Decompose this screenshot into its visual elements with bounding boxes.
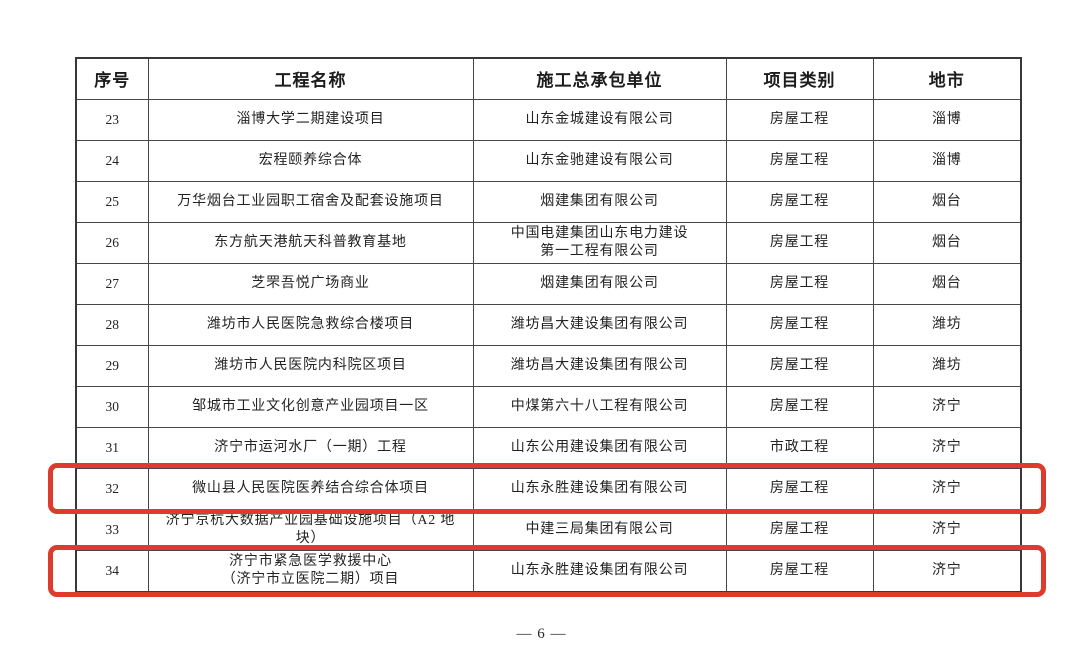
- cell-category: 市政工程: [725, 426, 874, 469]
- cell-project-name: 潍坊市人民医院内科院区项目: [147, 344, 474, 387]
- cell-serial-number: 26: [75, 221, 149, 264]
- header-project-name: 工程名称: [147, 57, 474, 100]
- cell-serial-number: 29: [75, 344, 149, 387]
- header-contractor: 施工总承包单位: [472, 57, 727, 100]
- cell-city: 烟台: [872, 180, 1022, 223]
- cell-category: 房屋工程: [725, 303, 874, 346]
- cell-category: 房屋工程: [725, 262, 874, 305]
- cell-category: 房屋工程: [725, 385, 874, 428]
- table-row: 31 济宁市运河水厂（一期）工程 山东公用建设集团有限公司 市政工程 济宁: [75, 426, 1022, 469]
- projects-table: 序号 工程名称 施工总承包单位 项目类别 地市 23 淄博大学二期建设项目 山东…: [75, 57, 1022, 593]
- cell-serial-number: 33: [75, 508, 149, 551]
- cell-project-name: 万华烟台工业园职工宿舍及配套设施项目: [147, 180, 474, 223]
- cell-project-name: 济宁京杭大数据产业园基础设施项目（A2 地块）: [147, 508, 474, 551]
- cell-category: 房屋工程: [725, 180, 874, 223]
- cell-city: 烟台: [872, 221, 1022, 264]
- table-row: 27 芝罘吾悦广场商业 烟建集团有限公司 房屋工程 烟台: [75, 262, 1022, 305]
- cell-project-name: 东方航天港航天科普教育基地: [147, 221, 474, 264]
- cell-contractor: 中建三局集团有限公司: [472, 508, 727, 551]
- cell-contractor: 山东公用建设集团有限公司: [472, 426, 727, 469]
- cell-contractor: 潍坊昌大建设集团有限公司: [472, 303, 727, 346]
- cell-city: 潍坊: [872, 344, 1022, 387]
- header-city: 地市: [872, 57, 1022, 100]
- cell-serial-number: 24: [75, 139, 149, 182]
- table-row: 23 淄博大学二期建设项目 山东金城建设有限公司 房屋工程 淄博: [75, 98, 1022, 141]
- cell-contractor: 潍坊昌大建设集团有限公司: [472, 344, 727, 387]
- cell-category: 房屋工程: [725, 467, 874, 510]
- cell-category: 房屋工程: [725, 139, 874, 182]
- cell-city: 济宁: [872, 426, 1022, 469]
- table-row: 29 潍坊市人民医院内科院区项目 潍坊昌大建设集团有限公司 房屋工程 潍坊: [75, 344, 1022, 387]
- cell-contractor: 山东永胜建设集团有限公司: [472, 467, 727, 510]
- cell-serial-number: 27: [75, 262, 149, 305]
- cell-serial-number: 25: [75, 180, 149, 223]
- cell-category: 房屋工程: [725, 549, 874, 592]
- cell-category: 房屋工程: [725, 98, 874, 141]
- cell-project-name: 宏程颐养综合体: [147, 139, 474, 182]
- cell-contractor: 中国电建集团山东电力建设 第一工程有限公司: [472, 221, 727, 264]
- header-serial: 序号: [75, 57, 149, 100]
- table-row: 24 宏程颐养综合体 山东金驰建设有限公司 房屋工程 淄博: [75, 139, 1022, 182]
- cell-serial-number: 32: [75, 467, 149, 510]
- cell-project-name: 淄博大学二期建设项目: [147, 98, 474, 141]
- table-row: 32 微山县人民医院医养结合综合体项目 山东永胜建设集团有限公司 房屋工程 济宁: [75, 467, 1022, 510]
- cell-category: 房屋工程: [725, 508, 874, 551]
- table-row: 25 万华烟台工业园职工宿舍及配套设施项目 烟建集团有限公司 房屋工程 烟台: [75, 180, 1022, 223]
- cell-project-name: 芝罘吾悦广场商业: [147, 262, 474, 305]
- table-row: 28 潍坊市人民医院急救综合楼项目 潍坊昌大建设集团有限公司 房屋工程 潍坊: [75, 303, 1022, 346]
- cell-contractor: 山东永胜建设集团有限公司: [472, 549, 727, 592]
- cell-contractor: 山东金城建设有限公司: [472, 98, 727, 141]
- cell-project-name: 济宁市运河水厂（一期）工程: [147, 426, 474, 469]
- page-number: — 6 —: [516, 626, 567, 642]
- cell-project-name: 微山县人民医院医养结合综合体项目: [147, 467, 474, 510]
- cell-city: 济宁: [872, 508, 1022, 551]
- cell-city: 淄博: [872, 139, 1022, 182]
- cell-project-name: 邹城市工业文化创意产业园项目一区: [147, 385, 474, 428]
- cell-city: 烟台: [872, 262, 1022, 305]
- cell-project-name: 潍坊市人民医院急救综合楼项目: [147, 303, 474, 346]
- table-row: 26 东方航天港航天科普教育基地 中国电建集团山东电力建设 第一工程有限公司 房…: [75, 221, 1022, 264]
- cell-serial-number: 23: [75, 98, 149, 141]
- table-row: 33 济宁京杭大数据产业园基础设施项目（A2 地块） 中建三局集团有限公司 房屋…: [75, 508, 1022, 551]
- table-row: 30 邹城市工业文化创意产业园项目一区 中煤第六十八工程有限公司 房屋工程 济宁: [75, 385, 1022, 428]
- cell-serial-number: 34: [75, 549, 149, 592]
- cell-serial-number: 31: [75, 426, 149, 469]
- cell-project-name: 济宁市紧急医学救援中心 （济宁市立医院二期）项目: [147, 549, 474, 592]
- header-category: 项目类别: [725, 57, 874, 100]
- cell-city: 济宁: [872, 467, 1022, 510]
- cell-contractor: 中煤第六十八工程有限公司: [472, 385, 727, 428]
- cell-category: 房屋工程: [725, 344, 874, 387]
- cell-city: 淄博: [872, 98, 1022, 141]
- cell-contractor: 烟建集团有限公司: [472, 262, 727, 305]
- cell-city: 济宁: [872, 385, 1022, 428]
- cell-city: 潍坊: [872, 303, 1022, 346]
- table-row: 34 济宁市紧急医学救援中心 （济宁市立医院二期）项目 山东永胜建设集团有限公司…: [75, 549, 1022, 592]
- table-header-row: 序号 工程名称 施工总承包单位 项目类别 地市: [75, 57, 1022, 100]
- cell-city: 济宁: [872, 549, 1022, 592]
- cell-contractor: 山东金驰建设有限公司: [472, 139, 727, 182]
- cell-category: 房屋工程: [725, 221, 874, 264]
- cell-serial-number: 28: [75, 303, 149, 346]
- cell-contractor: 烟建集团有限公司: [472, 180, 727, 223]
- cell-serial-number: 30: [75, 385, 149, 428]
